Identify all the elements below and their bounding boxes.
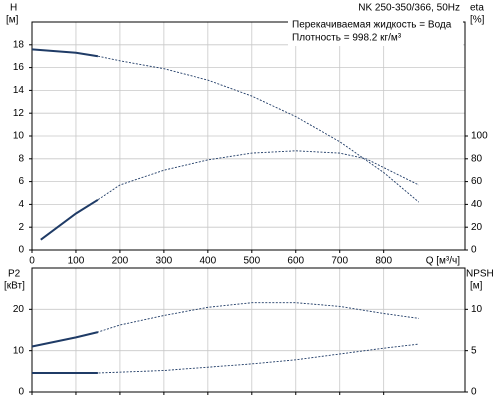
y2-axis-label: eta	[470, 3, 484, 14]
curve	[32, 343, 419, 374]
x-axis-label: Q [м³/ч]	[426, 256, 461, 267]
y-tick-label: 18	[13, 39, 25, 50]
y-axis-unit: [м]	[6, 15, 19, 26]
curve	[40, 150, 420, 241]
y-tick-label: 14	[13, 85, 25, 96]
y2-tick-label: 100	[471, 131, 488, 142]
x-tick-label: 300	[156, 256, 173, 267]
curve	[31, 48, 420, 203]
y2-tick-label: 0	[471, 245, 477, 256]
x-tick-label: 400	[199, 256, 216, 267]
x-tick-label: 500	[243, 256, 260, 267]
y-axis-unit: [кВт]	[4, 281, 25, 292]
y2-tick-label: 10	[471, 304, 483, 315]
y2-axis-unit: [%]	[470, 15, 485, 26]
y-axis-label: P2	[8, 269, 21, 280]
x-tick-label: 800	[375, 256, 392, 267]
operating-segment	[40, 198, 99, 241]
y2-axis-label: NPSH	[466, 269, 494, 280]
y-tick-label: 6	[18, 176, 24, 187]
operating-segment	[31, 331, 99, 348]
y-tick-label: 8	[18, 153, 24, 164]
y-tick-label: 4	[18, 199, 24, 210]
y2-tick-label: 0	[471, 387, 477, 398]
y2-axis-unit: [м]	[470, 281, 483, 292]
y-tick-label: 12	[13, 108, 25, 119]
x-tick-label: 600	[287, 256, 304, 267]
y2-tick-label: 20	[471, 222, 483, 233]
y2-tick-label: 60	[471, 176, 483, 187]
legend-box	[288, 2, 463, 46]
operating-segment	[31, 48, 99, 58]
x-tick-label: 100	[68, 256, 85, 267]
y-tick-label: 20	[13, 304, 25, 315]
plot-frame	[31, 267, 466, 393]
x-tick-label: 0	[29, 256, 35, 267]
y2-tick-label: 5	[471, 345, 477, 356]
annotation: Перекачиваемая жидкость = Вода	[292, 20, 452, 31]
annotation: Плотность = 998.2 кг/м³	[292, 33, 402, 44]
y-tick-label: 16	[13, 62, 25, 73]
y-tick-label: 10	[13, 345, 25, 356]
y-tick-label: 10	[13, 131, 25, 142]
y2-tick-label: 40	[471, 199, 483, 210]
y-tick-label: 0	[18, 387, 24, 398]
y-tick-label: 0	[18, 245, 24, 256]
chart-title: NK 250-350/366, 50Hz	[358, 3, 460, 14]
y2-tick-label: 80	[471, 153, 483, 164]
y-axis-label: H	[10, 3, 17, 14]
y-tick-label: 2	[18, 222, 24, 233]
x-tick-label: 200	[112, 256, 129, 267]
x-tick-label: 700	[331, 256, 348, 267]
